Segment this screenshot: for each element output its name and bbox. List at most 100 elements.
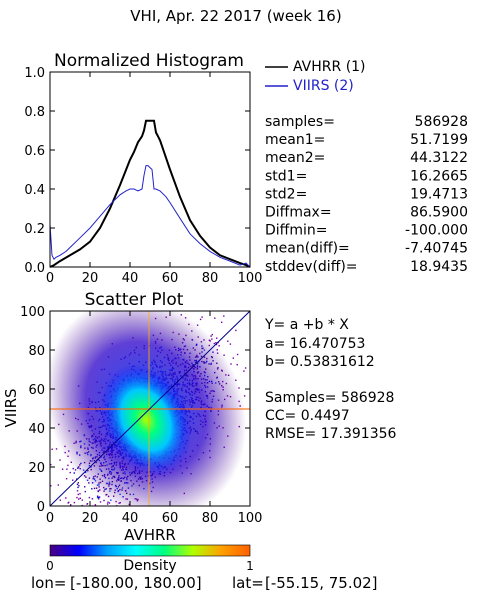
legend-label-viirs: VIIRS (2)	[293, 78, 354, 94]
scatter-point	[81, 504, 83, 506]
histogram-title: Normalized Histogram	[54, 51, 244, 71]
scatter-point	[214, 317, 216, 319]
scatter-point	[211, 333, 213, 336]
scatter-point	[66, 468, 68, 470]
scatter-point	[96, 496, 99, 499]
colorbar-tick-min: 0	[46, 559, 54, 573]
scatter-point	[79, 497, 81, 499]
scatter-point	[88, 496, 91, 499]
scatter-point	[103, 499, 105, 502]
scatter-point	[76, 490, 79, 492]
histogram-ytick-label: 1.0	[24, 66, 45, 81]
footer-lat-label: lat=	[232, 574, 264, 592]
stats-value: 16.2665	[410, 168, 468, 184]
colorbar-bar	[49, 544, 251, 557]
scatter-plot-frame	[49, 310, 251, 507]
histogram-xtick-label: 20	[82, 271, 99, 286]
footer-lon-range: [-180.00, 180.00]	[70, 574, 202, 592]
scatter-point	[78, 485, 80, 487]
scatter-point	[243, 370, 245, 372]
stats-label: Diffmin=	[265, 223, 327, 239]
scatter-xtick-label: 80	[202, 511, 219, 526]
stats-value: 86.5900	[410, 205, 468, 221]
scatter-point	[108, 502, 111, 504]
histogram-ytick-label: 0.6	[24, 144, 45, 159]
scatter-point	[210, 335, 212, 337]
scatter-xtick-label: 40	[122, 511, 139, 526]
histogram-axes: 0 20 40 60 80 100 0.0 0.2 0.4 0.6 0.8 1.0	[24, 66, 262, 286]
scatter-point	[199, 318, 202, 321]
scatter-ytick-label: 80	[28, 344, 45, 359]
scatter-point	[51, 448, 53, 450]
stats-label: Diffmax=	[265, 205, 332, 221]
regression-b: b= 0.53831612	[265, 354, 375, 370]
colorbar-title: Density	[123, 558, 176, 574]
stats-value: -100.000	[405, 223, 468, 239]
stats-label: mean1=	[265, 132, 325, 148]
footer-coordinates: lon= [-180.00, 180.00] lat= [-55.15, 75.…	[31, 574, 378, 592]
scatter-point	[81, 499, 83, 501]
histogram-plot-frame	[49, 71, 251, 268]
scatter-point	[216, 337, 218, 339]
stats-value: 44.3122	[410, 150, 468, 166]
histogram-xtick-label: 80	[202, 271, 219, 286]
scatter-point	[91, 498, 94, 500]
scatter-point	[223, 315, 225, 317]
scatter-chart: Scatter Plot 0 20 40 60 80 100 0 20 40 60 80 100 AV…	[2, 290, 262, 544]
colorbar-tick-max: 1	[246, 559, 254, 573]
scatter-point	[227, 340, 229, 342]
scatter-point	[232, 357, 234, 359]
stats-value: 51.7199	[410, 132, 468, 148]
stats-value: 19.4713	[410, 186, 468, 202]
scatter-ytick-label: 100	[20, 305, 45, 320]
scatter-xlabel: AVHRR	[124, 526, 176, 544]
scatter-point	[98, 496, 101, 498]
scatter-point	[235, 329, 237, 332]
scatter-point	[73, 501, 76, 504]
histogram-chart: Normalized Histogram 0 20 40 60 80 1000.00.20…	[24, 51, 365, 286]
regression-a: a= 16.470753	[265, 336, 365, 352]
histogram-series-viirs	[49, 165, 251, 268]
scatter-point	[77, 482, 79, 484]
scatter-point	[57, 484, 59, 486]
legend-label-avhrr: AVHRR (1)	[293, 59, 366, 75]
scatter-point	[84, 490, 86, 493]
scatter-point	[76, 483, 79, 486]
scatter-point	[50, 463, 52, 466]
histogram-legend: AVHRR (1) VIIRS (2)	[265, 59, 366, 94]
scatter-point	[98, 498, 100, 500]
scatter-point	[67, 464, 69, 467]
scatter-density-field	[50, 311, 250, 506]
footer-lon-label: lon=	[31, 574, 66, 592]
stats-label: std1=	[265, 168, 307, 184]
scatter-point	[236, 364, 238, 366]
regression-samples: Samples= 586928	[265, 390, 394, 406]
stats-value: 18.9435	[410, 259, 468, 275]
stats-label: mean(diff)=	[265, 241, 350, 257]
scatter-xtick-label: 20	[82, 511, 99, 526]
histogram-xtick-label: 0	[46, 271, 54, 286]
scatter-point	[84, 486, 86, 488]
scatter-point	[221, 321, 223, 323]
histogram-xtick-label: 40	[122, 271, 139, 286]
scatter-point	[78, 498, 80, 500]
identity-diagonal	[50, 311, 250, 506]
scatter-axes: 0 20 40 60 80 100 0 20 40 60 80 100	[20, 305, 262, 526]
scatter-point	[229, 343, 232, 345]
scatter-point	[218, 345, 220, 347]
scatter-ytick-label: 60	[28, 383, 45, 398]
scatter-point	[59, 459, 61, 461]
scatter-point	[243, 395, 246, 397]
histogram-series-avhrr	[49, 119, 251, 268]
scatter-point	[96, 495, 99, 497]
scatter-point	[67, 502, 69, 504]
scatter-point	[77, 493, 79, 496]
scatter-point	[99, 501, 102, 503]
footer-lat-range: [-55.15, 75.02]	[265, 574, 378, 592]
stats-label: samples=	[265, 114, 335, 130]
regression-cc: CC= 0.4497	[265, 408, 350, 424]
scatter-point	[79, 493, 81, 495]
scatter-point	[70, 504, 72, 506]
histogram-ytick-label: 0.2	[24, 222, 45, 237]
